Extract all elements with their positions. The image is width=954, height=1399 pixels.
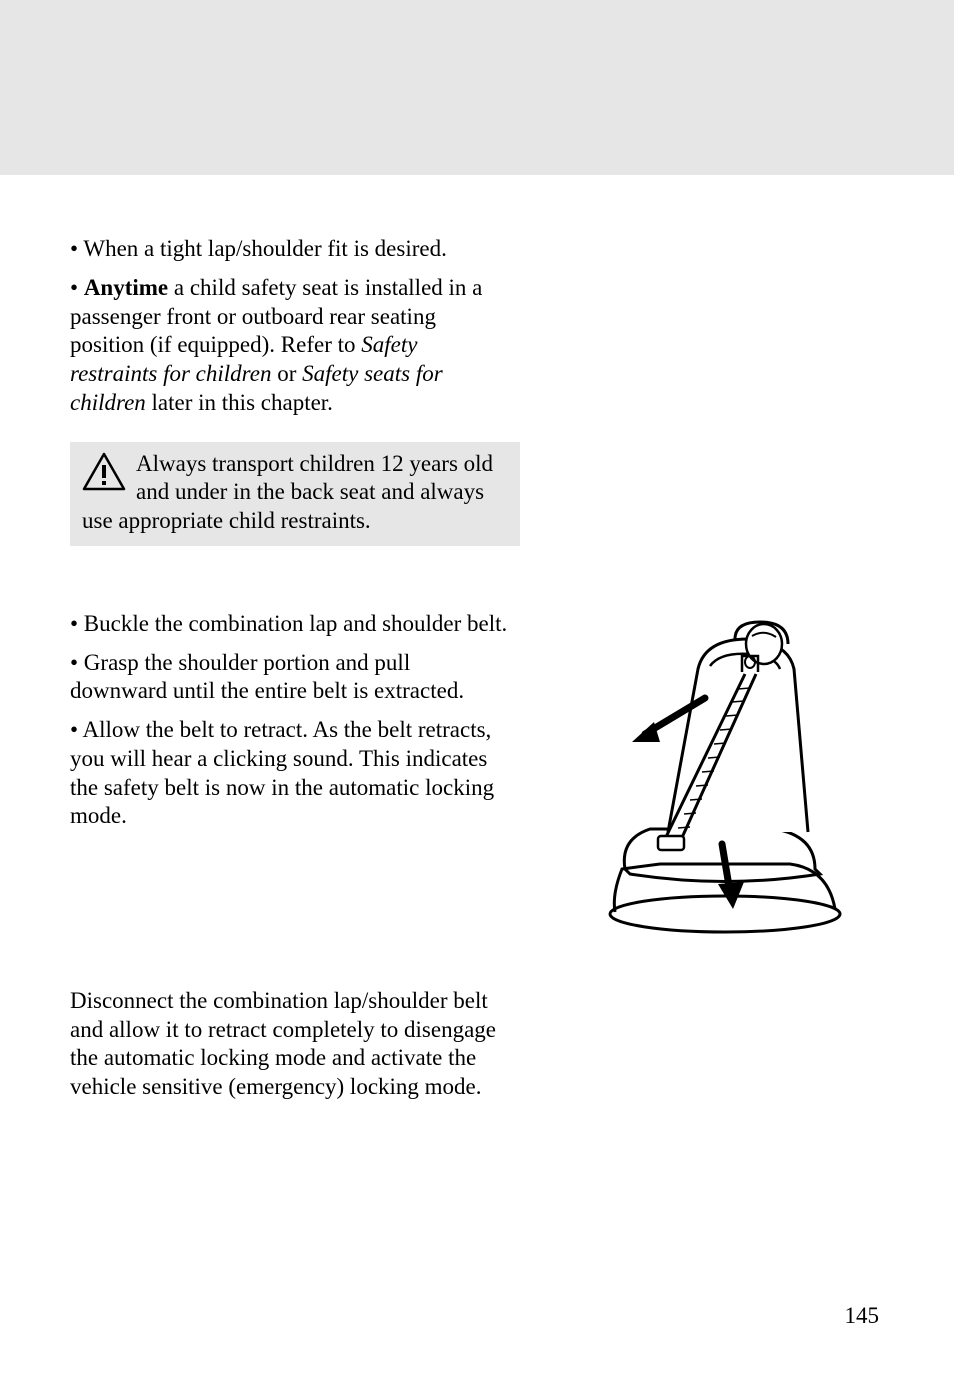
warning-content: Always transport children 12 years old a… [82, 450, 508, 536]
anytime-bold: Anytime [84, 275, 168, 300]
two-column-section: • Buckle the combination lap and shoulde… [70, 610, 884, 939]
anytime-mid: or [271, 361, 302, 386]
bullet-anytime: • Anytime a child safety seat is install… [70, 274, 510, 418]
illustration-column [550, 610, 870, 939]
anytime-end: later in this chapter. [146, 390, 333, 415]
seat-belt-illustration [550, 614, 870, 934]
warning-icon [82, 452, 126, 500]
header-band [0, 0, 954, 175]
page-number: 145 [845, 1303, 880, 1329]
instruction-grasp: • Grasp the shoulder portion and pull do… [70, 649, 510, 707]
bullet-tight-fit: • When a tight lap/shoulder fit is desir… [70, 235, 510, 264]
bullet-prefix: • [70, 275, 84, 300]
page-content: • When a tight lap/shoulder fit is desir… [0, 175, 954, 1102]
instruction-retract: • Allow the belt to retract. As the belt… [70, 716, 510, 831]
warning-box: Always transport children 12 years old a… [70, 442, 520, 546]
final-paragraph: Disconnect the combination lap/shoulder … [70, 987, 510, 1102]
instruction-buckle: • Buckle the combination lap and shoulde… [70, 610, 510, 639]
warning-text: Always transport children 12 years old a… [82, 451, 493, 534]
instructions-column: • Buckle the combination lap and shoulde… [70, 610, 510, 841]
